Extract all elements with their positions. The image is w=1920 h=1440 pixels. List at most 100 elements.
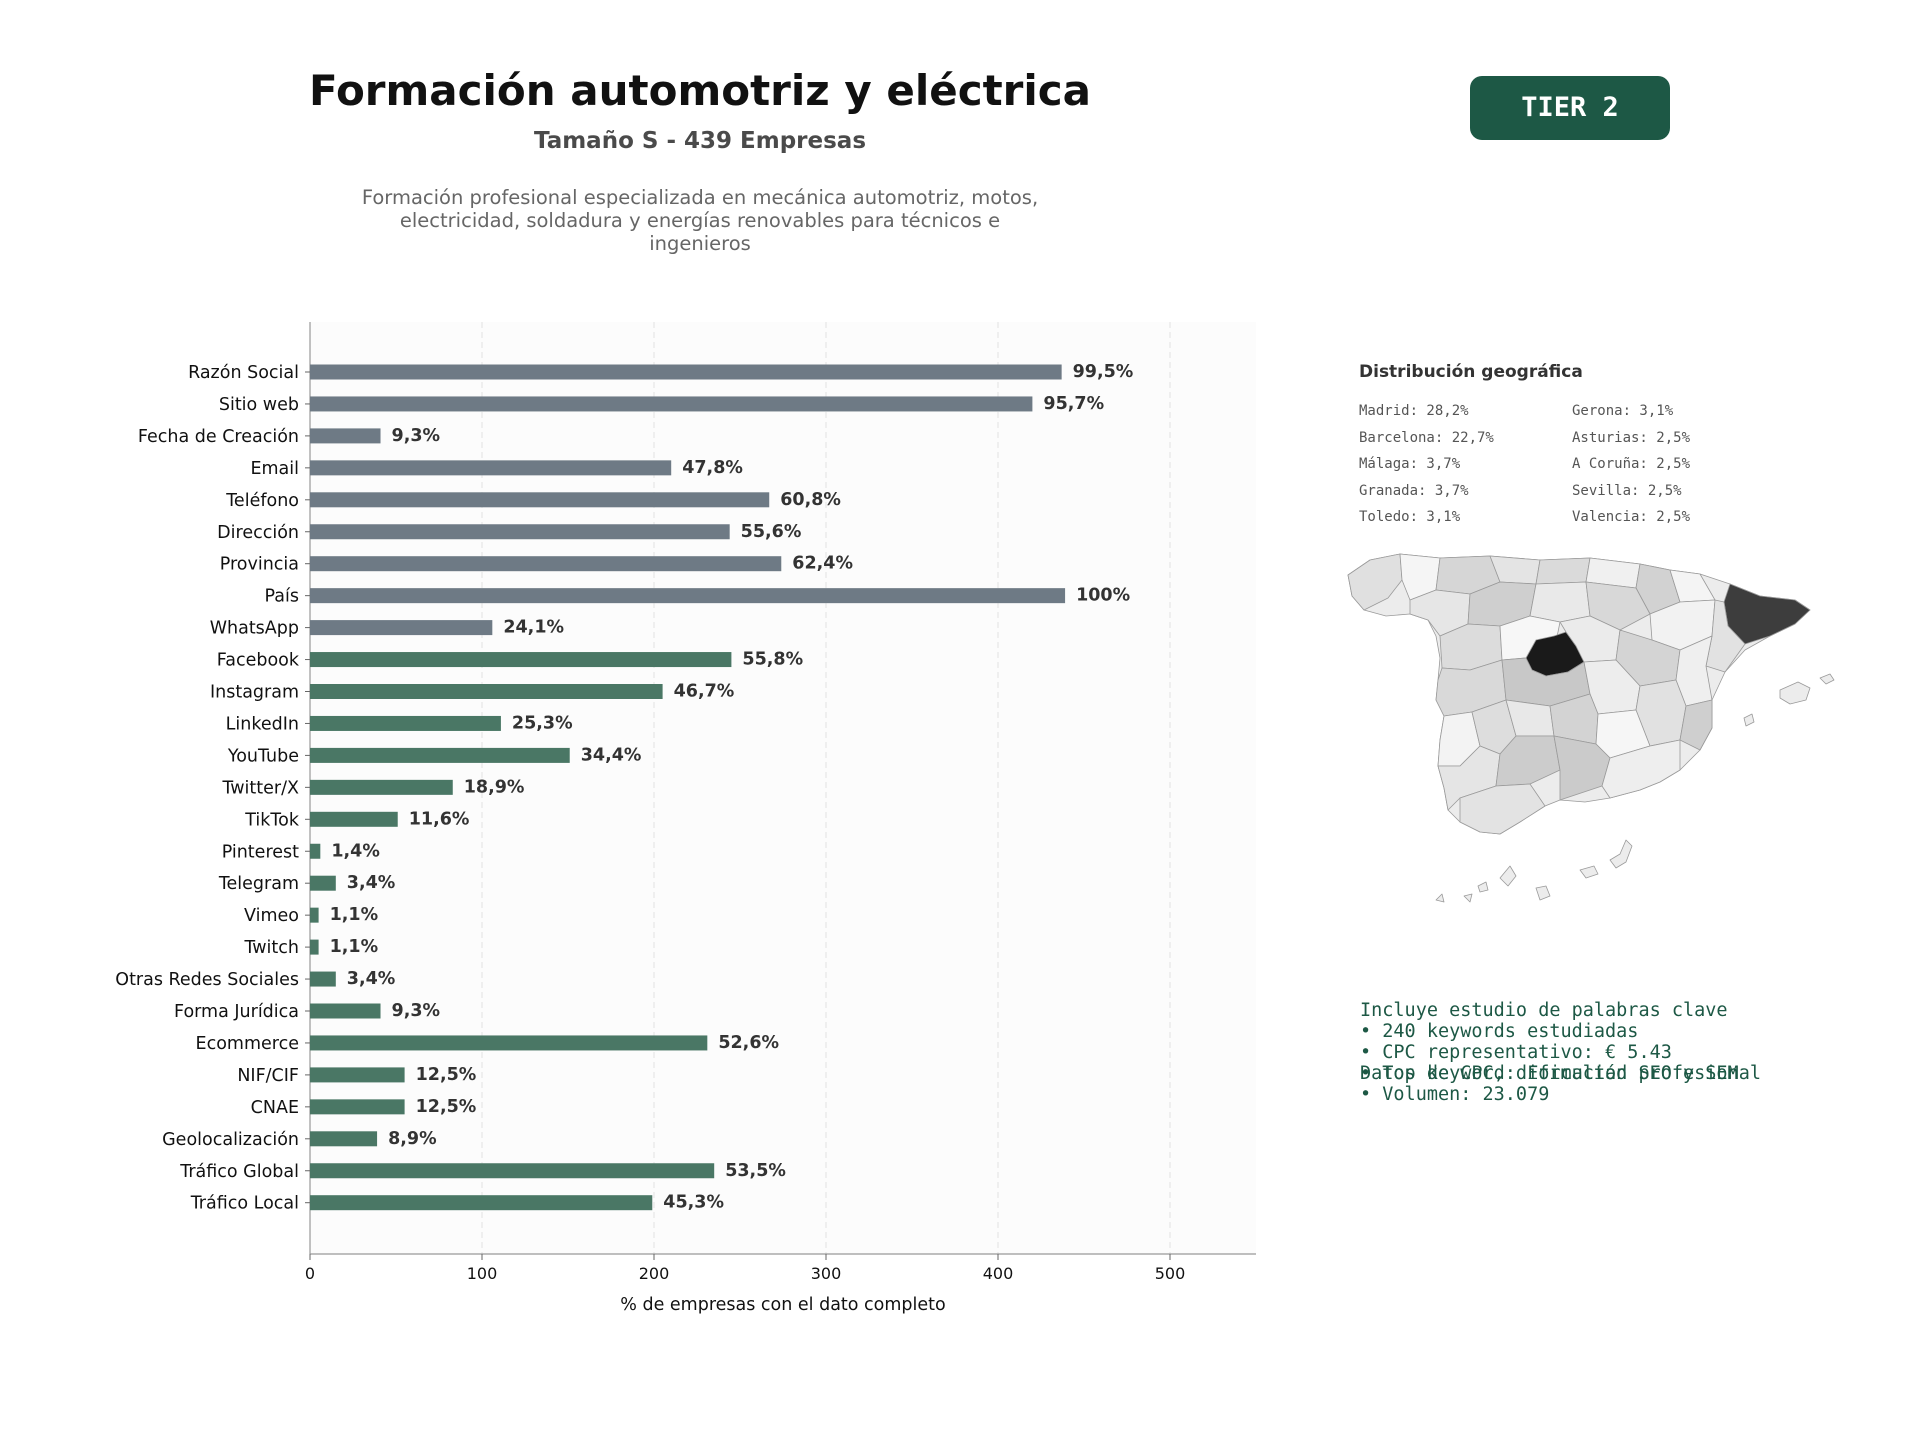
keywords-intro-line: Incluye estudio de palabras clave (1360, 1000, 1728, 1021)
data-label: 1,1% (330, 905, 379, 925)
y-tick-label: Facebook (217, 651, 300, 671)
map-canary (1463, 893, 1473, 903)
map-province (1679, 699, 1713, 751)
x-tick-label: 300 (811, 1264, 842, 1283)
y-tick-label: Pinterest (222, 842, 299, 862)
bar (310, 524, 730, 540)
geo-item: Sevilla: 2,5% (1572, 482, 1682, 499)
page-title: Formación automotriz y eléctrica (308, 66, 1092, 115)
data-label: 9,3% (392, 1001, 441, 1021)
bar (310, 556, 782, 572)
keyword-bullet: • Top keyword: Formación profesional (1360, 1063, 1761, 1084)
data-label: 45,3% (663, 1193, 724, 1213)
map-province (1601, 739, 1681, 799)
y-tick-label: Otras Redes Sociales (115, 970, 299, 990)
data-label: 60,8% (780, 490, 841, 510)
data-label: 12,5% (416, 1065, 477, 1085)
bar (310, 684, 663, 699)
bar (310, 460, 672, 476)
bar (310, 396, 1033, 412)
data-label: 34,4% (581, 745, 642, 765)
data-label: 53,5% (725, 1161, 786, 1181)
keywords-intro: Incluye estudio de palabras clave Datos … (1360, 958, 1739, 1105)
x-tick-label: 0 (305, 1264, 315, 1283)
data-label: 12,5% (416, 1097, 477, 1117)
bar (310, 1131, 378, 1147)
y-tick-label: CNAE (251, 1098, 299, 1118)
description-line: electricidad, soldadura y energías renov… (399, 209, 1001, 232)
y-tick-label: LinkedIn (226, 714, 299, 734)
map-canary (1499, 865, 1517, 887)
data-label: 52,6% (718, 1033, 779, 1053)
bar (310, 907, 319, 923)
bar (310, 875, 336, 891)
geo-item: Barcelona: 22,7% (1359, 429, 1494, 446)
description-line: ingenieros (649, 232, 751, 255)
data-label: 99,5% (1073, 362, 1134, 382)
y-tick-label: Teléfono (225, 491, 299, 511)
geo-distribution-list: Madrid: 28,2% Gerona: 3,1% Barcelona: 22… (1359, 398, 1759, 531)
y-tick-label: Sitio web (219, 395, 299, 415)
sector-description: Formación profesional especializada en m… (330, 186, 1070, 255)
y-tick-label: Razón Social (188, 363, 299, 383)
keywords-intro-line: Datos de CPC, dificultad SEO y SEM (1360, 1063, 1739, 1084)
data-label: 25,3% (512, 713, 573, 733)
y-tick-label: País (265, 587, 299, 607)
x-tick-label: 100 (467, 1264, 498, 1283)
map-canary (1435, 893, 1445, 903)
bar (310, 428, 381, 444)
bar (310, 811, 398, 827)
bar (310, 971, 336, 987)
y-tick-label: Email (250, 459, 299, 479)
data-label: 3,4% (347, 969, 396, 989)
tier-badge: TIER 2 (1470, 76, 1670, 140)
y-tick-label: Fecha de Creación (138, 427, 299, 447)
y-tick-label: Tráfico Global (179, 1162, 299, 1182)
map-balearic (1779, 681, 1811, 705)
bar (310, 843, 321, 859)
geo-item: Málaga: 3,7% (1359, 456, 1461, 472)
map-province (1347, 553, 1403, 611)
x-tick-label: 400 (983, 1264, 1014, 1283)
bar (310, 1163, 715, 1179)
data-label: 24,1% (503, 618, 564, 638)
description-line: Formación profesional especializada en m… (361, 186, 1039, 209)
bar (310, 1195, 653, 1211)
geo-item: Asturias: 2,5% (1572, 429, 1691, 446)
data-label: 55,8% (742, 650, 803, 670)
data-label: 3,4% (347, 873, 396, 893)
geo-item: Gerona: 3,1% (1572, 403, 1674, 419)
bar (310, 588, 1066, 604)
bar (310, 779, 453, 795)
map-canary (1579, 865, 1599, 879)
data-label: 9,3% (392, 426, 441, 446)
plot-area (310, 322, 1256, 1254)
geo-item: Valencia: 2,5% (1572, 509, 1691, 525)
page-subtitle: Tamaño S - 439 Empresas (533, 128, 867, 154)
keyword-bullet: • Volumen: 23.079 (1360, 1084, 1550, 1105)
data-label: 95,7% (1043, 394, 1104, 414)
y-tick-label: Provincia (220, 555, 299, 575)
data-label: 46,7% (674, 682, 735, 702)
y-tick-label: Geolocalización (162, 1130, 299, 1150)
data-label: 18,9% (464, 777, 525, 797)
map-province (1535, 557, 1591, 585)
map-canary (1609, 839, 1633, 869)
x-tick-label: 200 (639, 1264, 670, 1283)
bar (310, 1099, 405, 1115)
keyword-bullet: • 240 keywords estudiadas (1360, 1021, 1639, 1042)
spain-choropleth-map (1347, 553, 1835, 903)
bar (310, 1067, 405, 1083)
geo-title: Distribución geográfica (1359, 362, 1583, 382)
data-label: 8,9% (388, 1129, 437, 1149)
y-tick-label: Vimeo (244, 906, 299, 926)
map-balearic (1743, 713, 1755, 727)
x-axis-label: % de empresas con el dato completo (620, 1295, 945, 1315)
y-tick-label: YouTube (227, 746, 299, 766)
completeness-bar-chart: 0 100 200 300 400 500 % de empresas con el dat… (115, 322, 1256, 1315)
map-province (1459, 783, 1546, 835)
x-tick-label: 500 (1155, 1264, 1186, 1283)
geo-item: A Coruña: 2,5% (1572, 456, 1691, 472)
data-label: 1,1% (330, 937, 379, 957)
y-tick-label: Telegram (218, 874, 299, 894)
